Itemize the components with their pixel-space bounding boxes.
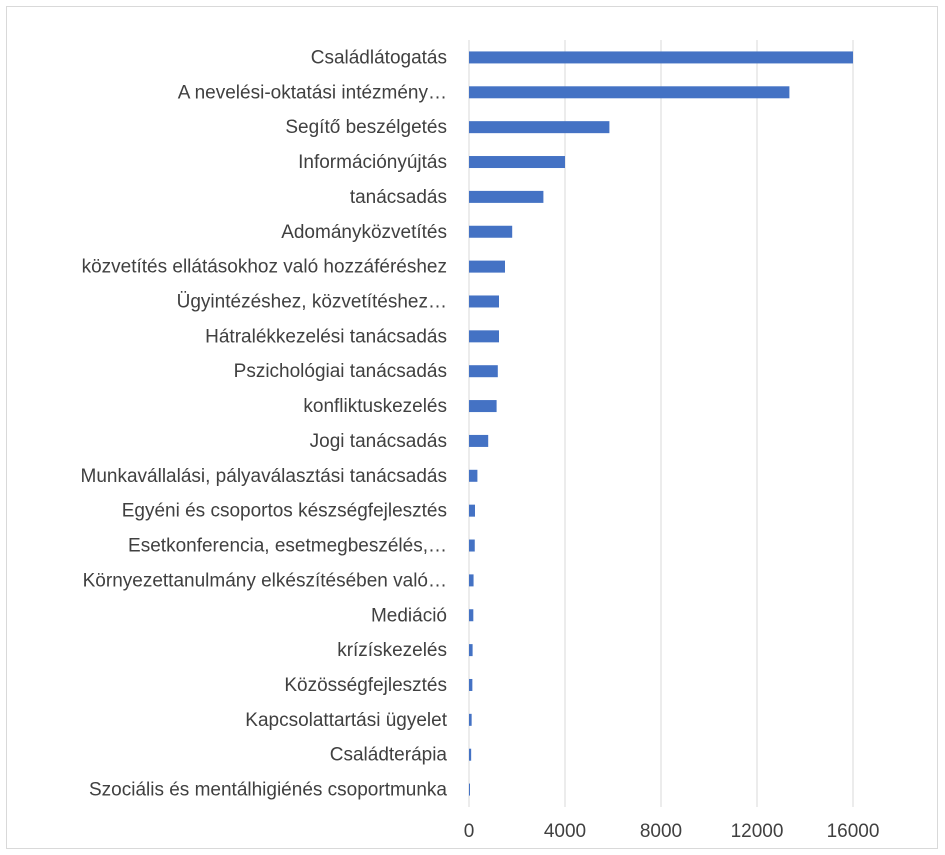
category-label: Környezettanulmány elkészítésében való… (83, 570, 447, 591)
bar (469, 748, 472, 761)
bar (469, 86, 790, 99)
category-label: Kapcsolattartási ügyelet (245, 710, 447, 731)
bar-chart: Családlátogatás A nevelési-oktatási intéz… (81, 40, 880, 842)
category-label: Pszichológiai tanácsadás (234, 361, 447, 382)
x-tick-label: 12000 (731, 821, 784, 842)
x-tick-label: 4000 (544, 821, 586, 842)
category-label: tanácsadás (350, 187, 447, 208)
category-label: Ügyintézéshez, közvetítéshez… (177, 291, 447, 312)
bar (469, 190, 544, 203)
category-label: Egyéni és csoportos készségfejlesztés (122, 501, 447, 522)
bar (469, 609, 474, 622)
bar (469, 295, 499, 308)
bar (469, 365, 498, 378)
bar (469, 783, 470, 796)
bar (469, 51, 853, 64)
bar (469, 434, 489, 447)
bar (469, 260, 505, 273)
bar (469, 400, 497, 413)
category-label: krízískezelés (337, 640, 447, 661)
bar (469, 678, 473, 691)
x-axis-tick-labels: 0 4000 8000 12000 16000 (464, 821, 880, 842)
category-label: Szociális és mentálhigiénés csoportmunka (89, 780, 447, 801)
category-label: konfliktuskezelés (303, 396, 447, 417)
bar (469, 504, 475, 517)
x-tick-label: 8000 (640, 821, 682, 842)
bar (469, 469, 478, 482)
x-tick-label: 16000 (827, 821, 880, 842)
category-label: Hátralékkezelési tanácsadás (205, 326, 447, 347)
bar (469, 713, 472, 726)
bar (469, 225, 513, 238)
category-label: Adományközvetítés (281, 222, 447, 243)
category-label: Közösségfejlesztés (284, 675, 447, 696)
category-label: A nevelési-oktatási intézmény… (178, 82, 447, 103)
category-labels: Családlátogatás A nevelési-oktatási intéz… (81, 47, 448, 800)
category-label: Információnyújtás (298, 152, 447, 173)
bar (469, 330, 499, 343)
x-tick-label: 0 (464, 821, 475, 842)
bar (469, 156, 565, 169)
bar (469, 539, 475, 552)
bar (469, 574, 474, 587)
category-label: Segítő beszélgetés (285, 117, 447, 138)
gridlines (468, 40, 854, 807)
category-label: Esetkonferencia, esetmegbeszélés,… (128, 536, 447, 557)
bars (469, 51, 853, 796)
category-label: Munkavállalási, pályaválasztási tanácsad… (81, 466, 447, 487)
category-label: közvetítés ellátásokhoz való hozzáférésh… (82, 257, 447, 278)
bar (469, 644, 473, 657)
category-label: Mediáció (371, 605, 447, 626)
category-label: Családterápia (330, 745, 448, 766)
category-label: Jogi tanácsadás (310, 431, 447, 452)
bar (469, 121, 610, 134)
category-label: Családlátogatás (311, 47, 447, 68)
chart-area: Családlátogatás A nevelési-oktatási intéz… (6, 6, 938, 849)
